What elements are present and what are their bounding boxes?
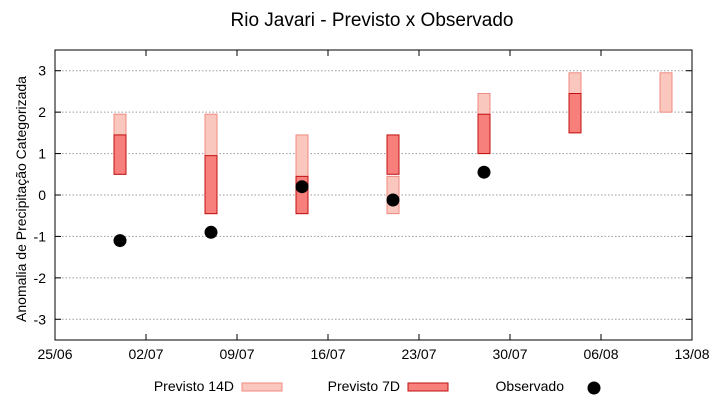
x-tick-label: 23/07: [401, 346, 436, 362]
x-tick-label: 06/08: [583, 346, 618, 362]
x-tick-label: 16/07: [310, 346, 345, 362]
y-tick-label: 3: [38, 63, 46, 79]
legend-label: Observado: [496, 378, 565, 394]
x-tick-label: 13/08: [674, 346, 709, 362]
range-bar: [477, 113, 491, 155]
y-tick-label: -1: [34, 228, 47, 244]
range-bar: [204, 155, 218, 215]
series-observado: [113, 165, 491, 248]
observed-point: [386, 193, 400, 207]
legend-label: Previsto 7D: [328, 378, 400, 394]
series-previsto-7d: [113, 93, 582, 215]
legend-swatch: [407, 382, 449, 392]
grid: [55, 70, 692, 320]
observed-point: [477, 165, 491, 179]
legend: Previsto 14D Previsto 7D Observado: [154, 378, 601, 395]
y-tick-label: 2: [38, 104, 46, 120]
observed-point: [113, 234, 127, 248]
x-tick-label: 02/07: [128, 346, 163, 362]
observed-point: [295, 180, 309, 194]
x-tick-label: 25/06: [37, 346, 72, 362]
x-tick-label: 30/07: [492, 346, 527, 362]
x-tick-label: 09/07: [219, 346, 254, 362]
y-axis-label: Anomalia de Precipitação Categorizada: [13, 76, 29, 322]
y-tick-label: 1: [38, 146, 46, 162]
range-bar: [113, 134, 127, 175]
legend-swatch: [241, 382, 283, 392]
legend-marker: [587, 381, 601, 395]
y-tick-label: -2: [34, 270, 47, 286]
chart-title: Rio Javari - Previsto x Observado: [231, 10, 514, 31]
range-bar: [659, 72, 673, 113]
y-tick-label: -3: [34, 311, 47, 327]
y-axis: 3 2 1 0 -1 -2 -3: [34, 63, 692, 327]
x-axis: 25/06 02/07 09/07 16/07 23/07 30/07 06/08 13/08: [37, 50, 710, 362]
legend-label: Previsto 14D: [154, 378, 234, 394]
range-bar: [386, 134, 400, 175]
y-tick-label: 0: [38, 187, 46, 203]
observed-point: [204, 225, 218, 239]
range-bar: [568, 93, 582, 134]
